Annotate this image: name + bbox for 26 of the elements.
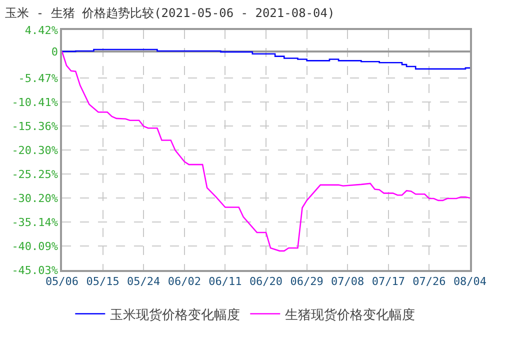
y-tick-label: -20.30% [12,144,58,157]
y-tick-label: 0 [51,45,58,58]
y-tick-label: -5.47% [18,72,58,85]
x-tick-label: 08/04 [453,274,487,288]
y-tick-label: -45.03% [12,264,58,277]
y-tick-label: -15.36% [12,120,58,133]
y-tick-label: -35.14% [12,216,58,229]
y-tick-label: -10.41% [12,96,58,109]
y-tick-label: -25.25% [12,168,58,181]
y-tick-label: -30.20% [12,192,58,205]
x-tick-label: 06/20 [249,274,283,288]
x-tick-label: 07/08 [331,274,364,288]
x-tick-label: 06/29 [290,274,324,288]
line-series [62,50,470,252]
x-tick-label: 07/17 [372,274,405,288]
y-tick-label: 4.42% [24,24,58,37]
x-tick-label: 05/06 [45,274,79,288]
x-tick-label: 05/24 [127,274,161,288]
x-tick-label: 06/11 [208,274,242,288]
legend-label: 生猪现货价格变化幅度 [285,306,416,323]
x-tick-label: 06/02 [168,274,201,288]
legend-label: 玉米现货价格变化幅度 [110,306,240,323]
chart-title: 玉米 - 生猪 价格趋势比较(2021-05-06 - 2021-08-04) [5,6,335,20]
x-tick-label: 07/26 [412,274,446,288]
y-tick-label: -40.09% [12,240,58,253]
x-tick-label: 05/15 [86,274,120,288]
